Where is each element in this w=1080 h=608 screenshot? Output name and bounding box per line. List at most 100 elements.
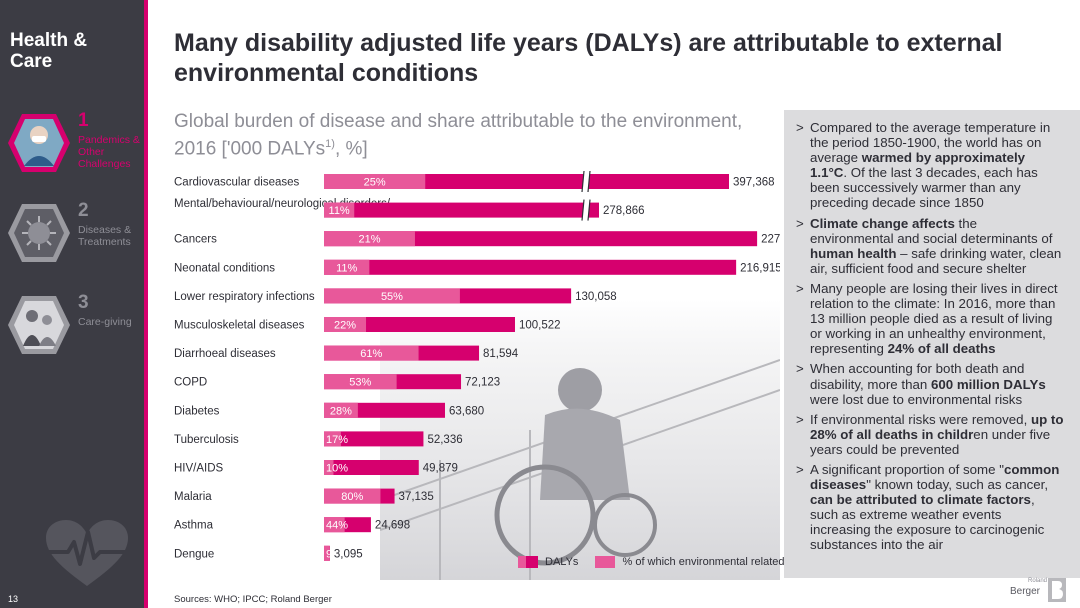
environmental-bar: [324, 402, 358, 418]
bullet-bold-text: human health: [810, 245, 897, 261]
bullet-item: Compared to the average temperature in t…: [794, 120, 1064, 211]
environmental-bar: [324, 174, 426, 189]
logo-text-roland: Roland: [1028, 578, 1048, 584]
bullet-text: Many people are losing their lives in di…: [810, 280, 1058, 357]
share-label: 22%: [334, 320, 356, 332]
dalys-bar: [324, 202, 599, 218]
category-label: Lower respiratory infections: [174, 291, 315, 303]
bullet-text: Compared to the average temperature in t…: [810, 120, 1051, 166]
nav-item-caregiving[interactable]: 3 Care-giving: [6, 292, 142, 364]
category-label: HIV/AIDS: [174, 463, 224, 475]
nav-label: Diseases & Treatments: [78, 224, 132, 248]
axis-break-line: [587, 170, 591, 193]
share-label: 11%: [336, 262, 357, 274]
sidebar-accent-bar: [144, 0, 148, 608]
category-label: Cardiovascular diseases: [174, 177, 300, 189]
share-label: 80%: [341, 491, 363, 503]
environmental-bar: [324, 517, 345, 533]
category-label: Neonatal conditions: [174, 262, 275, 274]
dalys-bar: [324, 231, 758, 247]
environmental-bar: [324, 231, 415, 247]
environmental-bar: [324, 288, 460, 304]
bullet-item: Climate change affects the environmental…: [794, 216, 1064, 276]
section-title: Health & Care: [10, 30, 88, 72]
sources-note: Sources: WHO; IPCC; Roland Berger: [174, 594, 332, 605]
nav-label: Care-giving: [78, 316, 132, 328]
environmental-bar: [324, 374, 397, 390]
bullet-bold-text: can be attributed to climate factors: [810, 492, 1031, 508]
value-label: 100,522: [519, 320, 561, 332]
nav-number: 2: [78, 200, 89, 221]
virus-icon: [8, 204, 70, 262]
chart-subtitle-main: Global burden of disease and share attri…: [174, 111, 743, 160]
category-label: Asthma: [174, 520, 214, 532]
value-label: 227,955: [761, 234, 780, 246]
value-label: 81,594: [483, 348, 519, 360]
category-label: Malaria: [174, 491, 212, 503]
environmental-bar: [324, 317, 367, 332]
caregiver-icon: [8, 296, 70, 354]
category-label: Diarrhoeal diseases: [174, 348, 276, 360]
axis-break-line: [587, 199, 591, 221]
chart-subtitle-tail: , %]: [334, 138, 368, 160]
bullet-item: When accounting for both death and disab…: [794, 361, 1064, 406]
legend-label-environmental: % of which environmental related: [622, 556, 785, 568]
nav-item-pandemics[interactable]: 1 Pandemics & Other Challenges: [6, 110, 142, 182]
environmental-bar: [324, 460, 334, 475]
chart-subtitle-footnote: 1): [325, 138, 335, 150]
bullet-text: . Of the last 3 decades, each has been s…: [810, 165, 1038, 211]
value-label: 278,866: [603, 205, 645, 217]
category-label: Diabetes: [174, 405, 220, 417]
share-label: 10%: [326, 463, 348, 475]
environmental-bar: [324, 345, 419, 361]
bullet-text: , such as extreme weather events increas…: [810, 492, 1045, 553]
sidebar: Health & Care 1 Pandemics & Other Challe…: [0, 0, 144, 608]
value-label: 63,680: [449, 405, 484, 417]
legend-swatch-dalys: [518, 556, 538, 568]
share-label: 95%: [326, 548, 348, 560]
bullet-item: A significant proportion of some "common…: [794, 462, 1064, 553]
bullet-bold-text: 24% of all deaths: [887, 341, 996, 357]
bullet-bold-text: up to 28% of all deaths in childr: [810, 411, 1064, 442]
bullet-text: A significant proportion of some ": [810, 461, 1004, 477]
roland-berger-logo: Roland Berger: [1010, 578, 1066, 604]
dalys-bar: [324, 317, 515, 332]
environmental-bar: [324, 431, 341, 447]
bullet-bold-text: warmed by approximately 1.1°C: [810, 150, 1026, 181]
masked-person-icon: [8, 114, 70, 172]
dalys-bar: [324, 460, 419, 475]
share-label: 21%: [358, 234, 380, 246]
nav-item-diseases[interactable]: 2 Diseases & Treatments: [6, 200, 142, 272]
environmental-bar: [324, 488, 381, 504]
wheelchair-photo: [380, 300, 780, 580]
value-label: 216,915: [740, 262, 780, 274]
environmental-bar: [324, 545, 330, 561]
value-label: 37,135: [399, 491, 434, 503]
share-label: 53%: [349, 377, 371, 389]
category-label: Tuberculosis: [174, 434, 239, 446]
bullet-bold-text: common diseases: [810, 461, 1060, 493]
share-label: 28%: [330, 405, 352, 417]
category-label: Musculoskeletal diseases: [174, 320, 305, 332]
bullet-text: were lost due to environmental risks: [810, 391, 1023, 407]
bullet-text: When accounting for both death and disab…: [810, 361, 1025, 392]
category-label: Cancers: [174, 234, 217, 246]
value-label: 49,879: [423, 463, 458, 475]
share-label: 17%: [326, 434, 348, 446]
axis-break-line: [581, 170, 585, 193]
bullet-item: Many people are losing their lives in di…: [794, 281, 1064, 356]
dalys-bar-chart: Cardiovascular diseases 25% 397,368 Mental/…: [170, 160, 780, 580]
bullet-text: " known today, such as cancer,: [866, 477, 1049, 493]
value-label: 397,368: [733, 177, 775, 189]
bullet-text: en under five years could be prevented: [810, 426, 1051, 457]
logo-text-berger: Berger: [1010, 586, 1041, 597]
category-label: COPD: [174, 377, 207, 389]
share-label: 25%: [364, 177, 386, 189]
bullet-text: – safe drinking water, clean air, suffic…: [810, 245, 1062, 276]
nav-label: Pandemics & Other Challenges: [78, 134, 140, 170]
value-label: 24,698: [375, 520, 410, 532]
environmental-bar: [324, 202, 355, 218]
environmental-bar: [324, 259, 370, 275]
legend-label-dalys: DALYs: [545, 556, 579, 568]
heart-pulse-icon: [44, 520, 130, 586]
